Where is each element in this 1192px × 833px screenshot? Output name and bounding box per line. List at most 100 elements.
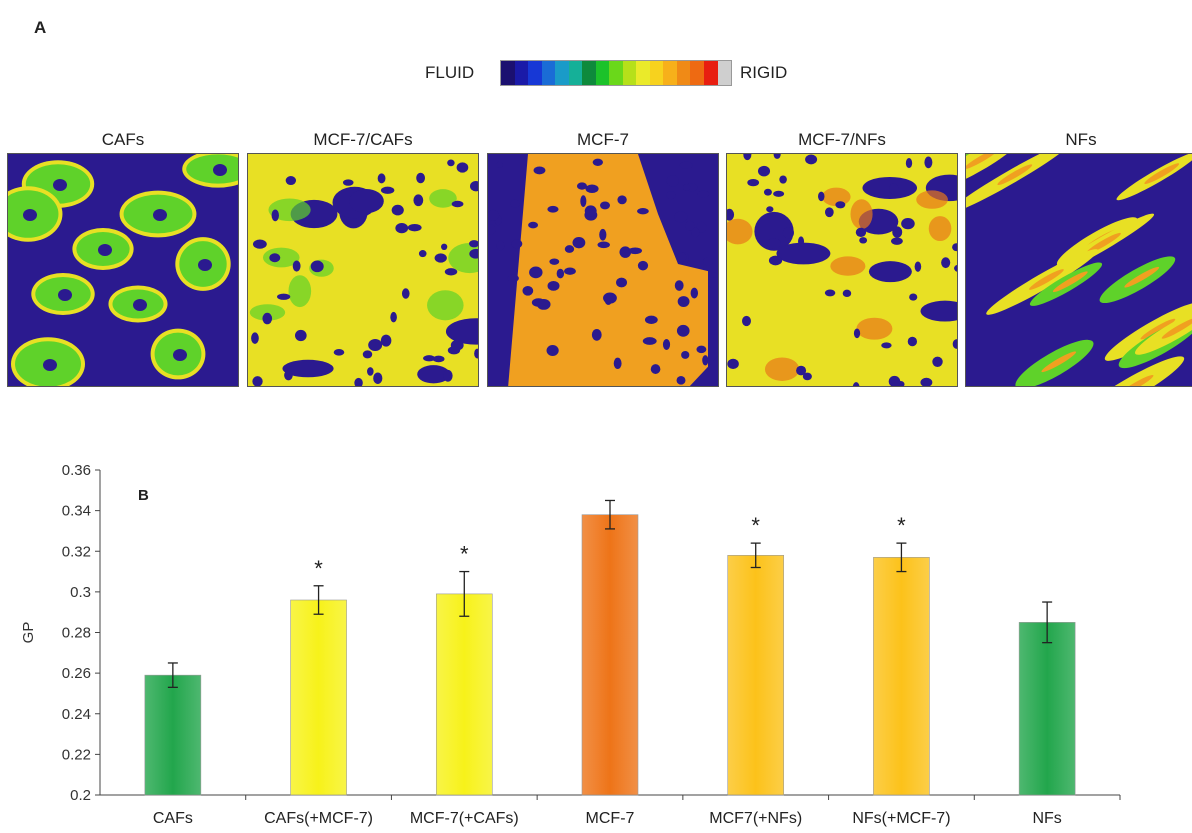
cell-nucleus [413, 194, 424, 207]
cell-nucleus [58, 289, 72, 301]
x-tick-label: CAFs [153, 810, 193, 827]
y-tick-label: 0.24 [62, 706, 91, 723]
cell-nucleus [835, 201, 846, 209]
cell-nucleus [727, 208, 735, 221]
cell-nucleus [696, 345, 707, 354]
cell-streak [1041, 351, 1077, 373]
cell-nucleus [271, 209, 279, 222]
cell-nucleus [888, 183, 899, 195]
cell-nucleus [584, 205, 597, 217]
x-tick-label: MCF7(+NFs) [709, 810, 802, 827]
cell-nucleus [580, 195, 587, 208]
cell-nucleus [842, 289, 852, 298]
cell-nucleus [418, 250, 427, 258]
cell-nucleus [599, 228, 607, 241]
cell-nucleus [613, 357, 622, 370]
cell-nucleus [920, 377, 933, 386]
cell-nucleus [507, 274, 519, 282]
micrograph-cafs [7, 153, 239, 387]
cell-nucleus [576, 182, 588, 190]
cell-nucleus [469, 240, 478, 248]
cell-nucleus [708, 277, 718, 290]
background-region [488, 154, 528, 386]
background-region [754, 211, 794, 251]
cell-nucleus [269, 253, 281, 263]
cell-nucleus [522, 285, 534, 296]
cell-nucleus [511, 239, 523, 249]
cell-nucleus [892, 226, 903, 238]
cell-nucleus [666, 175, 679, 187]
cell-nucleus [818, 191, 825, 202]
cell-nucleus [407, 223, 422, 232]
y-axis-label: GP [20, 622, 37, 644]
x-tick-label: MCF-7(+CAFs) [410, 810, 519, 827]
cell-streak [1144, 163, 1180, 184]
cell-nucleus [294, 329, 307, 342]
cell-region [830, 256, 866, 276]
cell-nucleus [888, 375, 901, 386]
cell-nucleus [510, 199, 520, 208]
cell-nucleus [674, 280, 684, 291]
bar [873, 557, 930, 796]
cell-nucleus [690, 287, 699, 299]
cell-nucleus [691, 227, 700, 238]
colorbar-segment [514, 61, 529, 85]
background-region [868, 261, 912, 283]
cell-nucleus [401, 288, 410, 299]
cell-nucleus [805, 154, 818, 165]
colorbar-segment [663, 61, 677, 85]
colorbar-segment [568, 61, 583, 85]
colorbar-segment [555, 61, 569, 85]
cell-nucleus [533, 166, 546, 175]
cell-nucleus [768, 255, 783, 266]
cell-nucleus [391, 204, 404, 216]
cell-nucleus [677, 252, 687, 263]
cell-region [916, 190, 948, 209]
y-tick-label: 0.34 [62, 503, 91, 520]
colorbar-segment [609, 61, 623, 85]
cell-nucleus [380, 186, 395, 194]
scale-right-label: RIGID [740, 63, 788, 82]
cell-nucleus [650, 364, 661, 374]
scale-left-label: FLUID [425, 63, 475, 82]
cell-nucleus [616, 277, 628, 288]
cell-nucleus [423, 355, 436, 362]
colorbar-segment [703, 61, 718, 85]
cell-streak [1079, 356, 1185, 386]
image-title-nfs: NFs [1065, 130, 1097, 149]
cell-nucleus [496, 240, 505, 251]
cell-streak [1118, 374, 1154, 386]
cell-nucleus [901, 217, 915, 230]
cell-nucleus [377, 173, 386, 184]
cell-nucleus [536, 298, 551, 310]
significance-marker: * [751, 513, 760, 538]
bar [581, 514, 639, 796]
image-title-cafs: CAFs [101, 130, 145, 149]
cell-nucleus [619, 246, 632, 258]
cell-region [262, 247, 300, 268]
cell-nucleus [547, 205, 559, 213]
cell-nucleus [779, 175, 787, 184]
colorbar-segment [649, 61, 664, 85]
x-tick-label: NFs(+MCF-7) [852, 810, 950, 827]
cell-nucleus [252, 239, 267, 249]
bar [144, 674, 202, 796]
cell-nucleus [852, 382, 860, 386]
cell-nucleus [662, 339, 671, 350]
cell-nucleus [198, 259, 212, 271]
background-region [417, 365, 450, 384]
cell-nucleus [617, 195, 627, 205]
cell-nucleus [546, 344, 559, 356]
cell-nucleus [556, 268, 565, 279]
cell-nucleus [292, 260, 301, 272]
cell-nucleus [642, 337, 657, 345]
y-tick-label: 0.2 [70, 787, 91, 804]
cell-nucleus [470, 181, 478, 192]
x-tick-label: NFs [1032, 810, 1061, 827]
cell-nucleus [447, 159, 455, 167]
cell-nucleus [252, 376, 263, 386]
cell-region [856, 317, 893, 340]
cell-nucleus [891, 237, 903, 245]
fluid-rigid-colorbar [500, 60, 732, 86]
cell-streak [1029, 269, 1064, 290]
